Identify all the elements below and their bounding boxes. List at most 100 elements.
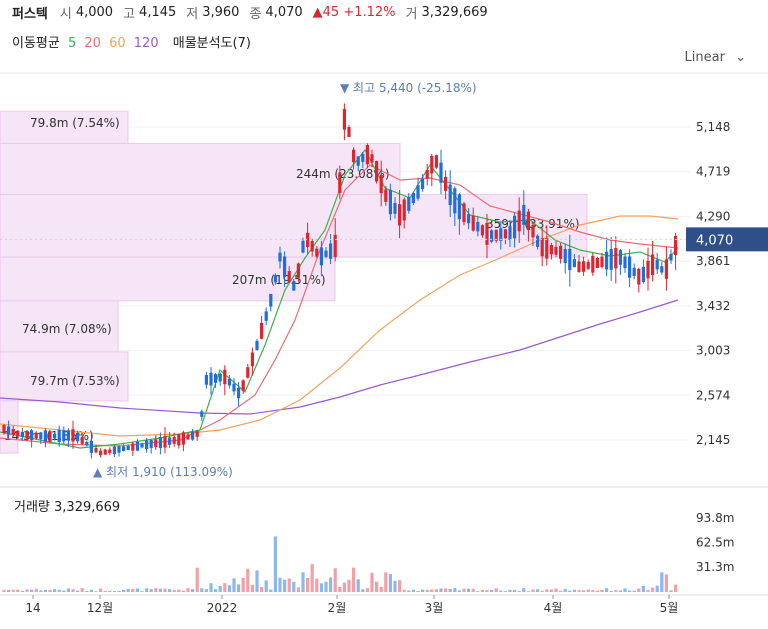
volume-bar — [122, 589, 126, 592]
candle-body — [660, 266, 664, 273]
candle-body — [43, 430, 47, 442]
close-label: 종 — [249, 6, 262, 22]
volume-bar — [370, 572, 374, 592]
volume-bar — [16, 589, 20, 592]
volume-bar — [517, 590, 521, 592]
y-tick-label: 3,861 — [696, 254, 730, 268]
volume-bar — [499, 590, 503, 592]
candle-body — [53, 434, 57, 439]
volume-tick-label: 93.8m — [696, 511, 734, 525]
volume-bar — [172, 589, 176, 592]
volume-bar — [471, 588, 475, 592]
volume-profile-bar — [0, 300, 119, 353]
candle-body — [623, 256, 627, 269]
low-label: 저 — [186, 6, 199, 22]
candle-body — [85, 441, 89, 446]
candle-body — [586, 262, 590, 269]
candle-body — [577, 261, 581, 273]
volume-bar — [306, 577, 310, 592]
candle-body — [614, 247, 618, 269]
volume-bar — [296, 587, 300, 592]
volume-bar — [407, 590, 411, 592]
y-tick-label: 3,432 — [696, 299, 730, 313]
ma120-line — [0, 299, 679, 415]
volume-bar — [108, 590, 112, 592]
candle-body — [568, 248, 572, 271]
volume-bar — [103, 590, 107, 592]
ma-legend-label: 이동평균 — [12, 36, 60, 51]
candle-body — [517, 210, 521, 232]
candle-body — [112, 446, 116, 455]
candle-body — [651, 254, 655, 276]
volume-bar — [255, 570, 259, 592]
high-value: 4,145 — [139, 4, 177, 20]
x-tick-label: 4월 — [544, 601, 563, 615]
candle-body — [632, 267, 636, 276]
candle-body — [365, 145, 369, 165]
volume-bar — [149, 589, 153, 592]
volume-label: 거 — [405, 6, 418, 22]
candle-body — [108, 449, 112, 453]
volume-bar — [232, 578, 236, 592]
candle-body — [549, 245, 553, 255]
volume-bar — [163, 588, 167, 592]
volume-bar — [632, 590, 636, 592]
volume-bar — [554, 588, 558, 592]
candle-body — [278, 252, 282, 262]
volume-bar — [545, 589, 549, 592]
y-tick-label: 3,003 — [696, 344, 730, 358]
candle-body — [310, 241, 314, 252]
candle-body — [89, 441, 93, 453]
volume-bar — [7, 589, 11, 592]
candle-body — [2, 424, 6, 434]
candle-body — [237, 387, 241, 399]
volume-bar — [218, 585, 222, 592]
volume-bar — [99, 588, 103, 592]
volume-bar — [444, 588, 448, 592]
candle-body — [531, 224, 535, 238]
candle-body — [467, 214, 471, 224]
ma120-label[interactable]: 120 — [133, 36, 159, 51]
volume-bar — [485, 590, 489, 592]
candle-body — [126, 445, 130, 450]
volume-bar — [467, 588, 471, 592]
ma20-label[interactable]: 20 — [84, 36, 101, 51]
ma5-label[interactable]: 5 — [67, 36, 77, 51]
volume-bar — [448, 588, 452, 592]
volume-bar — [117, 590, 121, 592]
candle-body — [434, 155, 438, 168]
candle-body — [7, 426, 11, 435]
volume-bar — [126, 588, 130, 592]
candle-body — [264, 311, 268, 321]
candle-body — [66, 430, 70, 441]
scale-mode-dropdown[interactable]: Linear ⌄ — [685, 50, 746, 65]
candle-body — [39, 432, 43, 440]
candle-body — [11, 428, 15, 436]
candle-body — [283, 256, 287, 277]
volume-bar — [140, 591, 144, 592]
volume-bar — [595, 590, 599, 592]
candle-body — [250, 352, 254, 367]
volume-bar — [513, 589, 517, 592]
candle-body — [195, 431, 199, 437]
volume-profile-label[interactable]: 매물분석도(7) — [172, 36, 251, 51]
candle-body — [669, 254, 673, 261]
volume-bar — [66, 588, 70, 592]
candle-body — [499, 228, 503, 241]
volume-bar — [628, 590, 632, 592]
candle-body — [618, 250, 622, 265]
candle-body — [402, 199, 406, 221]
ma-legend[interactable]: 이동평균 5 20 60 120 매물분석도(7) — [12, 32, 255, 51]
volume-bar — [333, 568, 337, 592]
candle-body — [595, 257, 599, 269]
candle-body — [158, 436, 162, 449]
candle-body — [80, 436, 84, 444]
candle-body — [411, 192, 415, 203]
volume-bar — [43, 589, 47, 592]
volume-bar — [421, 589, 425, 592]
candle-body — [536, 235, 540, 247]
volume-bar — [577, 590, 581, 592]
ma60-label[interactable]: 60 — [109, 36, 126, 51]
candle-body — [522, 204, 526, 225]
